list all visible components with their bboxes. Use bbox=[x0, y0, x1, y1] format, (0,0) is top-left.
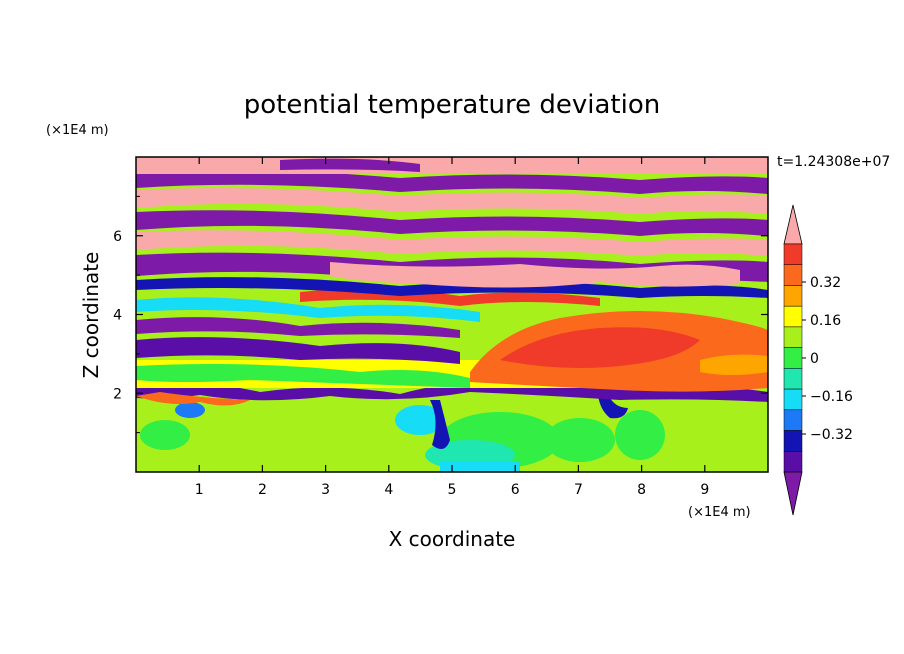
plume-dark-1 bbox=[430, 400, 450, 449]
time-label: t=1.24308e+07 bbox=[777, 154, 890, 170]
x-tick-label: 9 bbox=[700, 482, 709, 498]
top-purple-patch bbox=[280, 158, 420, 172]
colorbar-swatch bbox=[783, 305, 803, 328]
colorbar-swatch bbox=[783, 285, 803, 307]
x-tick-label: 2 bbox=[258, 482, 267, 498]
y-axis: 2 4 6 bbox=[113, 195, 768, 434]
colorbar-swatch bbox=[783, 326, 803, 348]
mid-purple-band-2 bbox=[136, 317, 460, 338]
upper-purple-2 bbox=[136, 210, 768, 236]
colorbar-label: −0.16 bbox=[810, 389, 853, 405]
colorbar-swatch bbox=[783, 243, 803, 265]
y-unit-label: (×1E4 m) bbox=[46, 123, 109, 138]
bottom-cyan bbox=[440, 462, 520, 472]
upper-purple-3 bbox=[136, 170, 768, 194]
x-tick-label: 6 bbox=[511, 482, 520, 498]
lower-region bbox=[136, 395, 768, 472]
x-unit-label: (×1E4 m) bbox=[688, 505, 751, 520]
upper-pink-1 bbox=[330, 262, 740, 288]
plume-cool-4 bbox=[140, 420, 190, 450]
colorbar-swatch bbox=[783, 347, 803, 369]
mid-cyan-band bbox=[136, 297, 480, 322]
interface-band-orange bbox=[136, 392, 250, 406]
colorbar-swatch bbox=[783, 264, 803, 286]
plume-dark-2 bbox=[598, 395, 628, 419]
colorbar-swatch bbox=[783, 430, 803, 452]
plume-blue-1 bbox=[175, 402, 205, 418]
x-tick-label: 1 bbox=[195, 482, 204, 498]
x-tick-label: 5 bbox=[448, 482, 457, 498]
colorbar-swatch bbox=[783, 409, 803, 431]
x-axis: 1 2 3 4 5 6 7 8 9 bbox=[195, 157, 709, 498]
y-axis-label: Z coordinate bbox=[79, 252, 103, 379]
warm-anomaly-core bbox=[500, 327, 700, 368]
middle-region bbox=[136, 277, 768, 392]
plume-cool-3 bbox=[615, 410, 665, 460]
mid-purple-band-1 bbox=[136, 337, 460, 364]
y-tick-label: 6 bbox=[113, 229, 122, 245]
colorbar-swatch bbox=[783, 451, 803, 473]
x-axis-label: X coordinate bbox=[389, 527, 516, 551]
chart-title: potential temperature deviation bbox=[244, 90, 660, 120]
mid-green-band bbox=[136, 364, 470, 388]
x-tick-label: 3 bbox=[321, 482, 330, 498]
interface-band-purple bbox=[136, 381, 768, 402]
colorbar-label: 0 bbox=[810, 351, 819, 367]
plume-cool-2 bbox=[545, 418, 615, 462]
colorbar-label: −0.32 bbox=[810, 427, 853, 443]
x-tick-label: 7 bbox=[574, 482, 583, 498]
colorbar-label: 0.16 bbox=[810, 313, 841, 329]
plume-cyan-2 bbox=[395, 405, 445, 435]
colorbar-over-triangle bbox=[783, 204, 803, 245]
y-tick-label: 2 bbox=[113, 386, 122, 402]
upper-pink-2 bbox=[136, 230, 768, 256]
colorbar-label: 0.32 bbox=[810, 275, 841, 291]
warm-anomaly-edge bbox=[700, 354, 768, 375]
mid-dark-band bbox=[136, 277, 768, 298]
x-tick-label: 8 bbox=[637, 482, 646, 498]
contour-field bbox=[136, 157, 768, 472]
upper-pink-3 bbox=[136, 188, 768, 214]
colorbar-swatch bbox=[783, 368, 803, 390]
colorbar-under-triangle bbox=[783, 471, 803, 516]
x-tick-label: 4 bbox=[384, 482, 393, 498]
upper-region bbox=[136, 157, 768, 288]
colorbar: 0.32 0.16 0 −0.16 −0.32 bbox=[783, 204, 853, 516]
y-tick-label: 4 bbox=[113, 308, 122, 324]
colorbar-swatch bbox=[783, 388, 803, 411]
